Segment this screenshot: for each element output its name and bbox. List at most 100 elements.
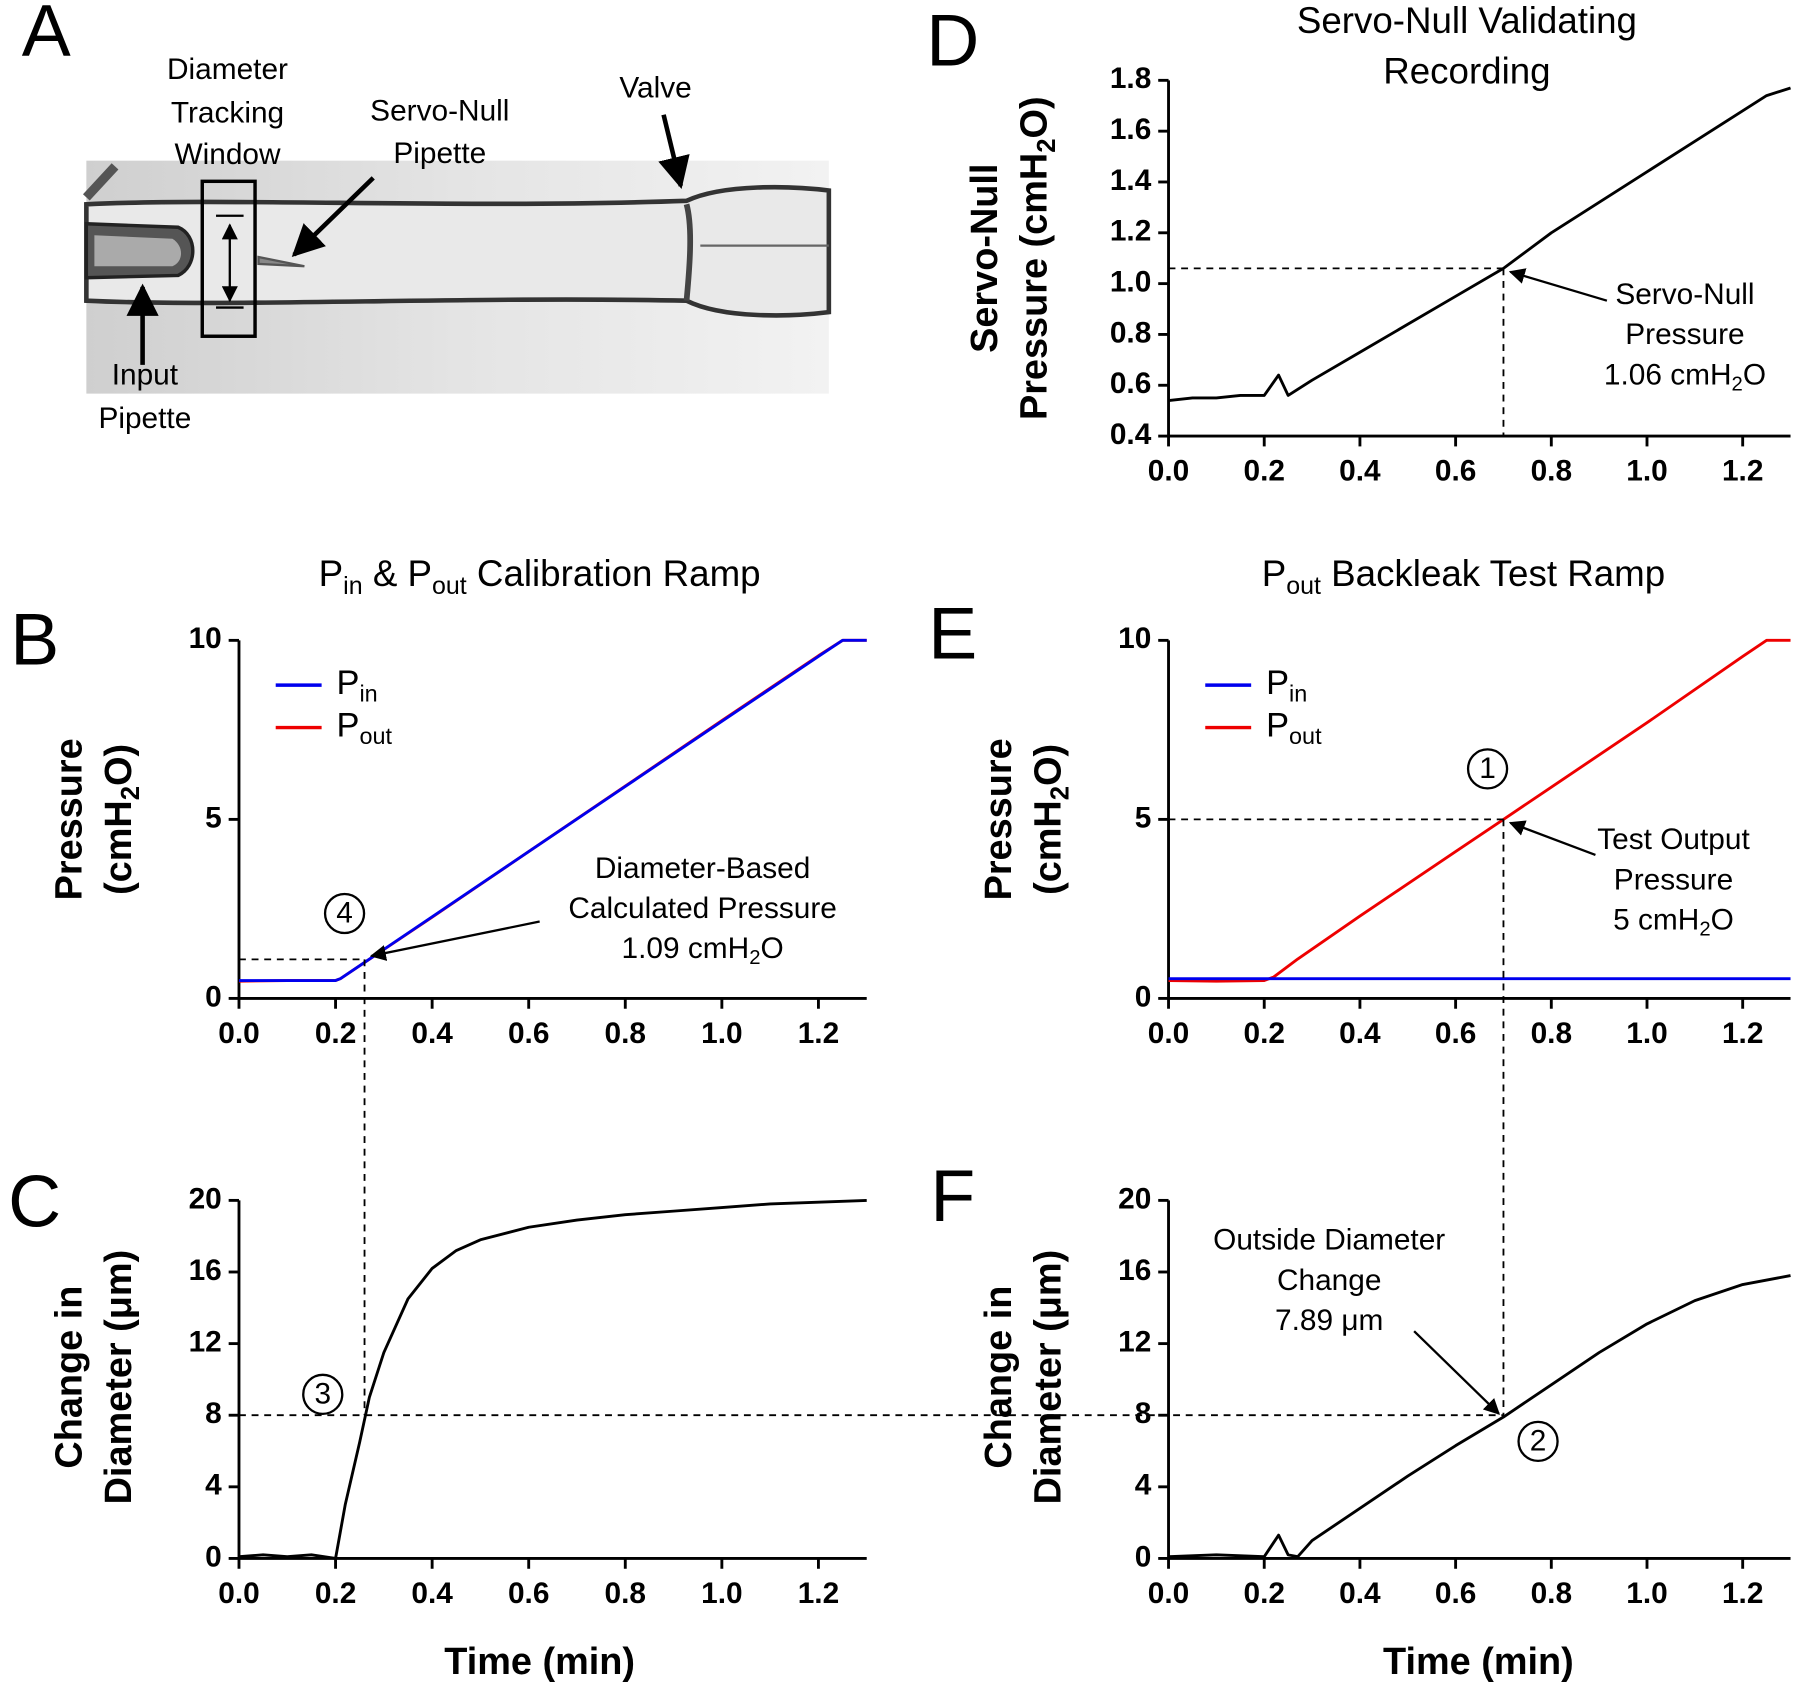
- text-part: Calculated Pressure: [568, 892, 837, 925]
- image-label: Tracking: [171, 97, 284, 130]
- y-tick-label: 16: [1118, 1254, 1151, 1287]
- x-tick-label: 0.6: [1435, 455, 1476, 488]
- annotation-arrow: [1413, 1330, 1501, 1415]
- text-part: Change in: [48, 1286, 90, 1469]
- text-part: O: [1711, 903, 1734, 936]
- label-arrow: [291, 176, 375, 258]
- data-line: [1168, 86, 1791, 402]
- annotation: Outside Diameter: [1213, 1224, 1445, 1257]
- y-axis-title: Diameter (μm): [98, 1250, 140, 1505]
- marker-circle: [1517, 1420, 1559, 1463]
- y-tick-label: 1.4: [1110, 164, 1152, 197]
- subscript: 2: [1732, 374, 1743, 396]
- x-tick-label: 1.0: [701, 1577, 742, 1610]
- x-tick-label: 0.8: [1531, 455, 1572, 488]
- image-label: Valve: [619, 71, 691, 104]
- text-part: P: [319, 553, 344, 594]
- data-line: [238, 1198, 867, 1560]
- text-part: O): [98, 744, 140, 786]
- annotation: Pressure: [1614, 863, 1733, 896]
- chart-title: Servo-Null Validating: [1297, 0, 1637, 41]
- annotation-arrow: [369, 920, 540, 961]
- annotation: Test Output: [1597, 823, 1750, 856]
- x-tick-label: 1.2: [798, 1577, 839, 1610]
- annotation: Change: [1277, 1264, 1382, 1297]
- text-part: Calibration Ramp: [467, 553, 761, 594]
- text-part: Pressure: [1625, 318, 1744, 351]
- x-tick-label: 0.4: [1339, 1017, 1381, 1050]
- y-tick-label: 0.4: [1110, 418, 1152, 451]
- x-tick-label: 0.8: [1531, 1017, 1572, 1050]
- marker-circle: [1466, 748, 1509, 790]
- text-part: (cmH: [98, 800, 140, 895]
- y-tick-label: 10: [1118, 622, 1151, 655]
- text-part: Pressure: [978, 738, 1020, 900]
- subscript: out: [432, 572, 467, 600]
- x-tick-label: 0.2: [1243, 1577, 1284, 1610]
- x-tick-label: 0.8: [605, 1017, 646, 1050]
- subscript: 2: [1699, 919, 1710, 941]
- label-arrow: [658, 114, 690, 190]
- y-tick-label: 0.8: [1110, 316, 1151, 349]
- subscript: 2: [117, 786, 145, 800]
- subscript: 2: [749, 948, 760, 970]
- y-tick-label: 1.0: [1110, 265, 1151, 298]
- marker-label: 2: [1530, 1424, 1547, 1457]
- x-tick-label: 0.0: [218, 1577, 259, 1610]
- annotation: Calculated Pressure: [568, 892, 837, 925]
- text-part: O): [1027, 744, 1069, 786]
- data-line: [1168, 1274, 1791, 1559]
- annotation-arrow: [1508, 820, 1596, 857]
- text-part: Servo-Null: [964, 164, 1006, 353]
- y-tick-label: 5: [1135, 801, 1152, 834]
- text-part: Diameter-Based: [595, 852, 811, 885]
- x-tick-label: 1.2: [1722, 455, 1763, 488]
- x-tick-label: 0.2: [1243, 1017, 1284, 1050]
- text-part: Servo-Null Validating: [1297, 0, 1637, 41]
- panel-label: D: [926, 0, 979, 81]
- y-axis-title: Pressure: [978, 738, 1020, 900]
- chart-title: Recording: [1383, 50, 1550, 91]
- legend-label: Pout: [1266, 707, 1322, 749]
- image-label: Pipette: [393, 137, 486, 170]
- panel-a: A Diameter Tracking Window Servo-Null Pi…: [22, 0, 832, 435]
- y-tick-label: 8: [205, 1397, 222, 1430]
- marker-label: 3: [314, 1377, 331, 1410]
- y-axis-title: (cmH2O): [1027, 744, 1074, 895]
- subscript: 2: [1033, 138, 1061, 152]
- panel-label: E: [928, 593, 977, 675]
- data-line: [238, 638, 867, 982]
- y-tick-label: 0: [205, 980, 222, 1013]
- subscript: out: [1289, 723, 1322, 749]
- x-tick-label: 0.0: [218, 1017, 259, 1050]
- text-part: P: [1262, 553, 1287, 594]
- annotation-arrow: [1508, 268, 1608, 302]
- x-tick-label: 0.6: [508, 1017, 549, 1050]
- text-part: Backleak Test Ramp: [1321, 553, 1665, 594]
- data-line: [1168, 638, 1791, 983]
- text-part: Pressure: [1614, 863, 1733, 896]
- y-tick-label: 1.8: [1110, 62, 1151, 95]
- text-part: Pressure: [48, 738, 90, 900]
- y-tick-label: 0: [205, 1540, 222, 1573]
- x-tick-label: 0.4: [1339, 455, 1381, 488]
- y-tick-label: 8: [1135, 1397, 1152, 1430]
- panel-label: A: [22, 0, 71, 72]
- annotation: Pressure: [1625, 318, 1744, 351]
- x-tick-label: 0.6: [1435, 1017, 1476, 1050]
- x-tick-label: 1.0: [1626, 1017, 1667, 1050]
- legend-label: Pout: [337, 707, 393, 749]
- text-part: Outside Diameter: [1213, 1224, 1445, 1257]
- x-tick-label: 0.4: [1339, 1577, 1381, 1610]
- y-tick-label: 12: [1118, 1325, 1151, 1358]
- subscript: in: [359, 681, 377, 707]
- image-label: Window: [174, 138, 281, 171]
- holder: [82, 163, 119, 201]
- x-tick-label: 0.2: [315, 1577, 356, 1610]
- x-axis-title: Time (min): [1383, 1641, 1574, 1683]
- text-part: 1.06 cmH: [1604, 358, 1732, 391]
- x-tick-label: 1.2: [1722, 1577, 1763, 1610]
- y-tick-label: 4: [205, 1469, 222, 1502]
- x-tick-label: 0.8: [605, 1577, 646, 1610]
